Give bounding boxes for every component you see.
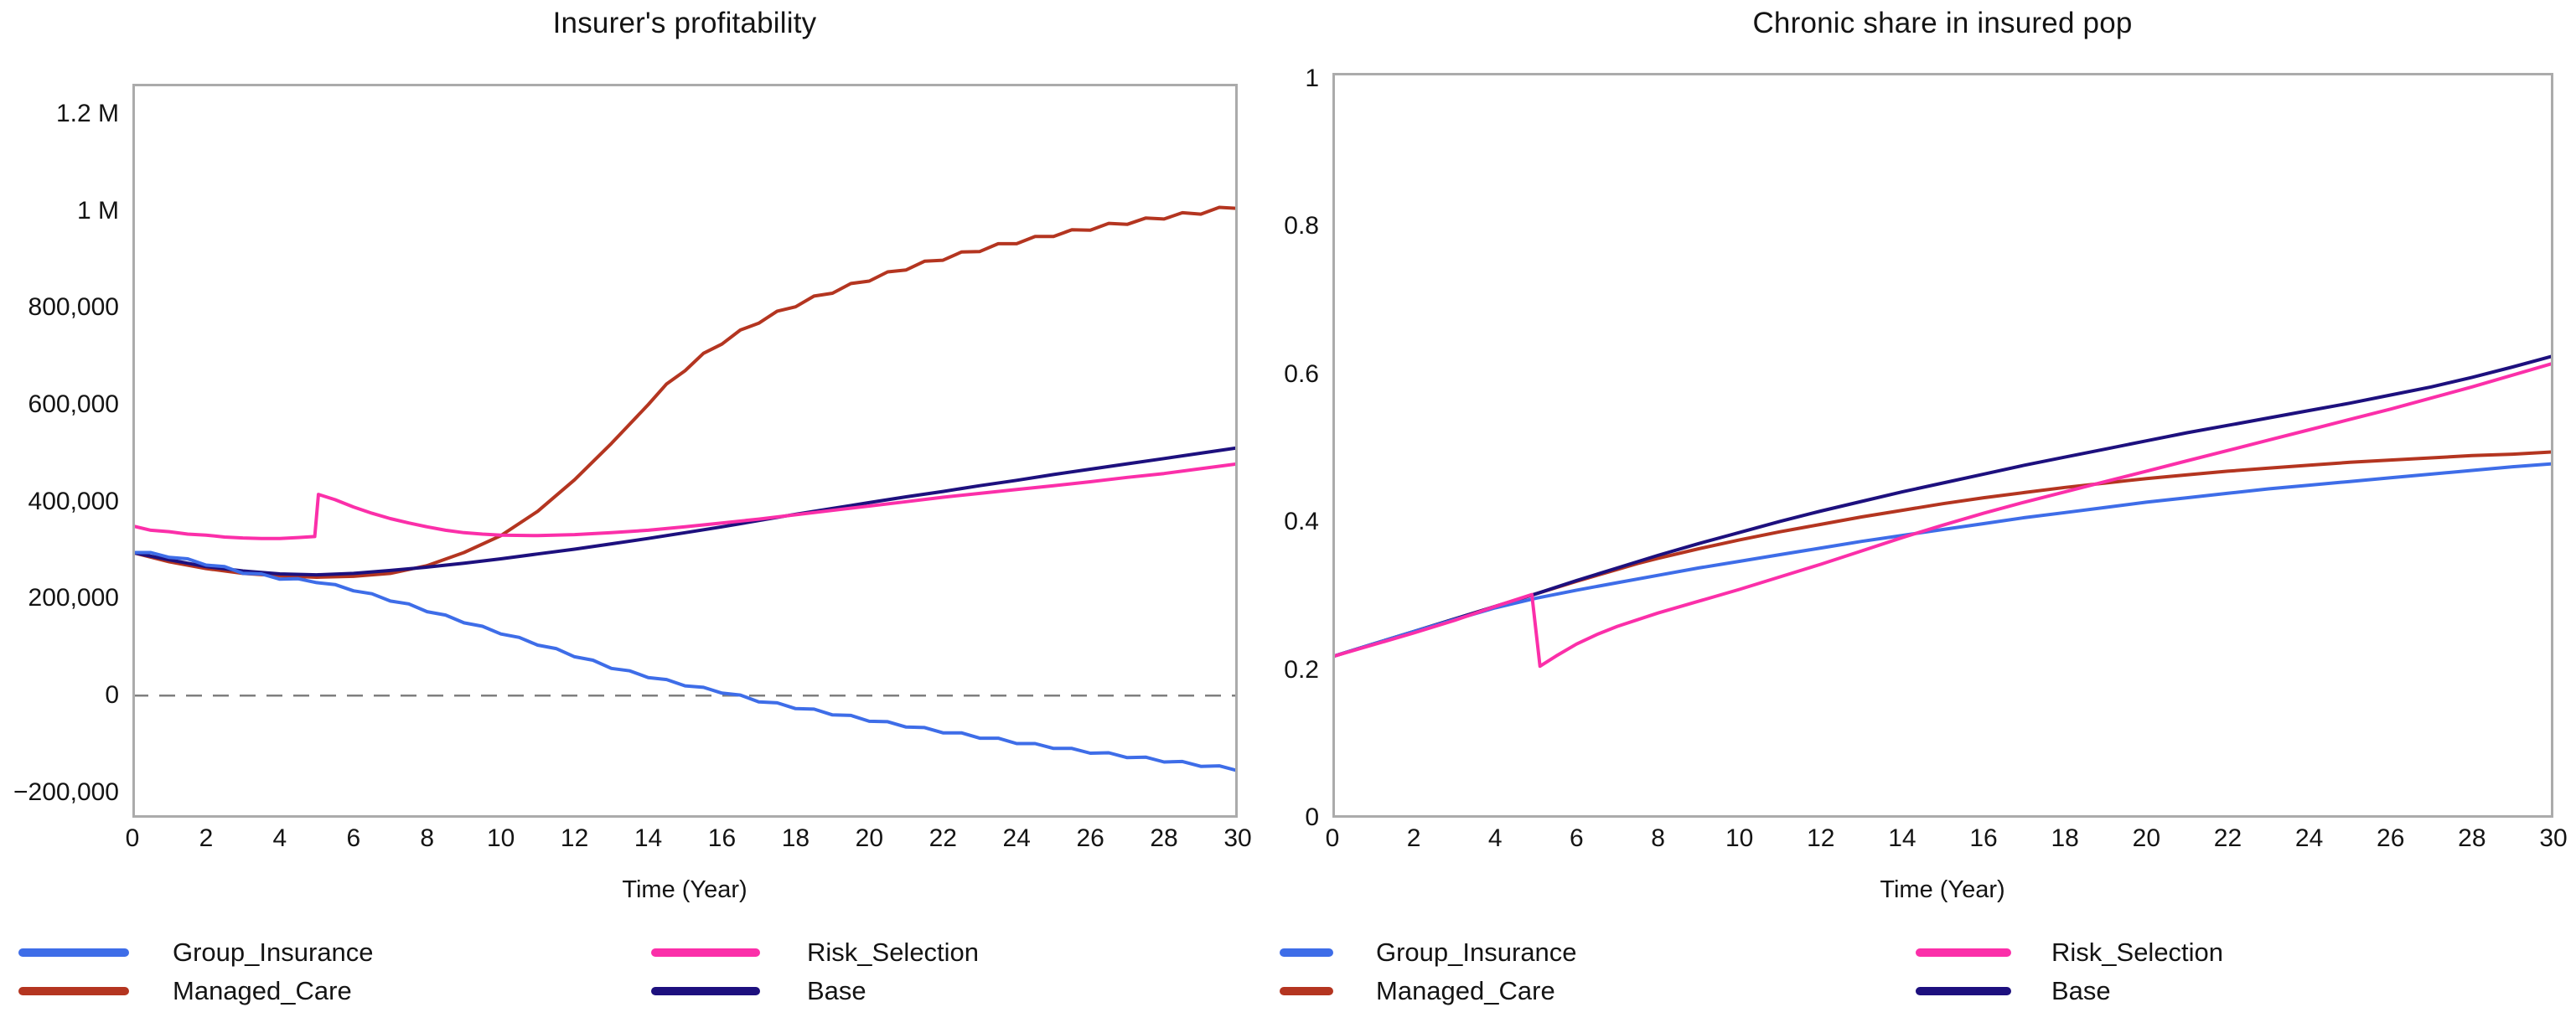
x-tick-label: 20 [2132, 824, 2161, 852]
series-line-base [1332, 354, 2553, 659]
legend-swatch-managed_care [18, 987, 129, 995]
y-tick-label: 0 [1305, 803, 1319, 831]
x-axis-label: Time (Year) [1880, 876, 2005, 903]
x-tick-label: 16 [707, 824, 737, 852]
chronic-share-plot-area [1332, 73, 2553, 818]
series-line-group_insurance [1332, 462, 2553, 659]
x-tick-label: 18 [781, 824, 810, 852]
legend-label: Group_Insurance [173, 938, 374, 967]
legend-swatch-base [651, 987, 760, 995]
x-tick-label: 16 [1969, 824, 1998, 852]
chart-title: Insurer's profitability [552, 7, 817, 39]
x-tick-label: 24 [2294, 824, 2324, 852]
x-tick-label: 6 [1570, 824, 1584, 852]
x-tick-label: 28 [2458, 824, 2486, 852]
x-tick-label: 20 [855, 824, 884, 852]
x-tick-label: 0 [1325, 824, 1340, 852]
legend-label: Risk_Selection [2051, 938, 2224, 967]
y-tick-label: 0.2 [1284, 655, 1319, 684]
profitability-plot-area [132, 84, 1238, 818]
x-tick-label: 12 [560, 824, 589, 852]
legend-label: Group_Insurance [1376, 938, 1577, 967]
plot-border [132, 84, 1238, 818]
x-tick-label: 2 [1406, 824, 1421, 852]
legend-label: Base [2051, 976, 2111, 1005]
y-tick-label: 600,000 [28, 390, 119, 419]
x-tick-label: 8 [420, 824, 435, 852]
x-tick-label: 4 [1487, 824, 1503, 852]
series-line-risk_selection [1332, 361, 2553, 669]
chart-title: Chronic share in insured pop [1752, 7, 2133, 39]
legend-swatch-risk_selection [651, 948, 760, 957]
legend-label: Base [807, 976, 866, 1005]
y-tick-label: 1.2 M [55, 99, 119, 127]
x-tick-label: 14 [634, 824, 663, 852]
x-tick-label: 0 [125, 824, 140, 852]
legend-swatch-base [1916, 987, 2011, 995]
series-line-base [132, 446, 1238, 577]
series-line-managed_care [132, 205, 1238, 579]
y-tick-label: 1 [1305, 65, 1319, 93]
x-tick-label: 2 [199, 824, 214, 852]
y-tick-label: 1 M [76, 196, 119, 225]
y-tick-label: 0.6 [1284, 359, 1319, 388]
x-tick-label: 24 [1002, 824, 1031, 852]
x-tick-label: 12 [1807, 824, 1835, 852]
legend-label: Managed_Care [1376, 976, 1555, 1005]
x-tick-label: 22 [2213, 824, 2242, 852]
y-tick-label: 800,000 [28, 293, 119, 322]
series-line-risk_selection [132, 462, 1238, 540]
x-tick-label: 8 [1651, 824, 1665, 852]
x-axis-label: Time (Year) [622, 876, 747, 903]
y-tick-label: 0 [105, 681, 119, 710]
legend-swatch-risk_selection [1916, 948, 2011, 957]
y-tick-label: 200,000 [28, 584, 119, 612]
legend-label: Managed_Care [173, 976, 352, 1005]
y-tick-label: −200,000 [13, 777, 119, 806]
x-tick-label: 22 [928, 824, 957, 852]
x-tick-label: 6 [346, 824, 361, 852]
x-tick-label: 10 [1725, 824, 1754, 852]
legend-swatch-group_insurance [1280, 948, 1333, 957]
y-tick-label: 0.8 [1284, 212, 1319, 240]
x-tick-label: 18 [2051, 824, 2079, 852]
x-tick-label: 30 [2539, 824, 2568, 852]
x-tick-label: 26 [2377, 824, 2405, 852]
x-tick-label: 26 [1076, 824, 1104, 852]
series-line-group_insurance [132, 550, 1238, 772]
legend-swatch-managed_care [1280, 987, 1333, 995]
legend-swatch-group_insurance [18, 948, 129, 957]
plot-border [1332, 73, 2553, 818]
y-tick-label: 0.4 [1284, 508, 1319, 536]
x-tick-label: 30 [1223, 824, 1252, 852]
x-tick-label: 10 [486, 824, 515, 852]
x-tick-label: 4 [272, 824, 287, 852]
legend-label: Risk_Selection [807, 938, 980, 967]
y-tick-label: 400,000 [28, 487, 119, 515]
x-tick-label: 28 [1150, 824, 1178, 852]
x-tick-label: 14 [1888, 824, 1916, 852]
